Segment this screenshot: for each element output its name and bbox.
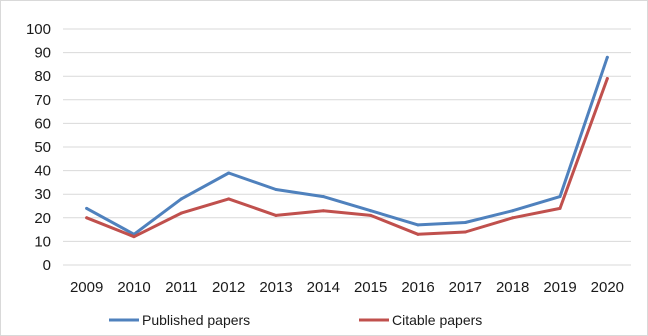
data-point [132, 235, 136, 239]
x-tick-label: 2019 [543, 279, 576, 296]
data-point [369, 213, 373, 217]
data-point [321, 195, 325, 199]
x-axis-tick-labels: 2009 2010 2011 2012 2013 2014 2015 2016 2017 2018… [70, 279, 624, 296]
data-point [558, 206, 562, 210]
data-point [321, 209, 325, 213]
series-line-1 [85, 77, 609, 239]
data-point [416, 223, 420, 227]
x-tick-label: 2011 [165, 279, 197, 296]
x-tick-label: 2009 [70, 279, 103, 296]
x-tick-label: 2013 [259, 279, 292, 296]
data-point [369, 209, 373, 213]
y-tick-label: 30 [34, 186, 51, 203]
x-tick-label: 2015 [354, 279, 387, 296]
y-tick-label: 20 [34, 210, 51, 227]
data-point [227, 197, 231, 201]
y-tick-label: 80 [34, 68, 51, 85]
data-point [274, 213, 278, 217]
data-point [85, 206, 89, 210]
data-point [605, 77, 609, 81]
y-axis-tick-labels: 0 10 20 30 40 50 60 70 80 90 100 [26, 21, 51, 274]
y-tick-label: 0 [43, 257, 51, 274]
x-tick-label: 2017 [449, 279, 482, 296]
data-point [85, 216, 89, 220]
data-point [179, 197, 183, 201]
legend: Published papers Citable papers [109, 312, 482, 328]
data-point [227, 171, 231, 175]
x-tick-label: 2018 [496, 279, 529, 296]
x-tick-label: 2020 [591, 279, 624, 296]
legend-label: Citable papers [392, 312, 482, 328]
data-point [605, 55, 609, 59]
y-tick-label: 90 [34, 45, 51, 62]
y-tick-label: 50 [34, 139, 51, 156]
data-point [463, 230, 467, 234]
x-tick-label: 2012 [212, 279, 245, 296]
x-tick-label: 2016 [401, 279, 434, 296]
y-tick-label: 10 [34, 233, 51, 250]
data-point [511, 216, 515, 220]
data-point [511, 209, 515, 213]
series-line-0 [85, 55, 609, 236]
y-tick-label: 60 [34, 115, 51, 132]
data-point [463, 221, 467, 225]
legend-label: Published papers [142, 312, 250, 328]
x-tick-label: 2010 [117, 279, 150, 296]
data-point [274, 187, 278, 191]
y-tick-label: 100 [26, 21, 51, 38]
series-lines [85, 55, 609, 239]
data-point [416, 232, 420, 236]
x-tick-label: 2014 [307, 279, 340, 296]
gridlines [63, 28, 631, 242]
data-point [179, 211, 183, 215]
data-point [558, 195, 562, 199]
y-tick-label: 70 [34, 92, 51, 109]
y-tick-label: 40 [34, 163, 51, 180]
